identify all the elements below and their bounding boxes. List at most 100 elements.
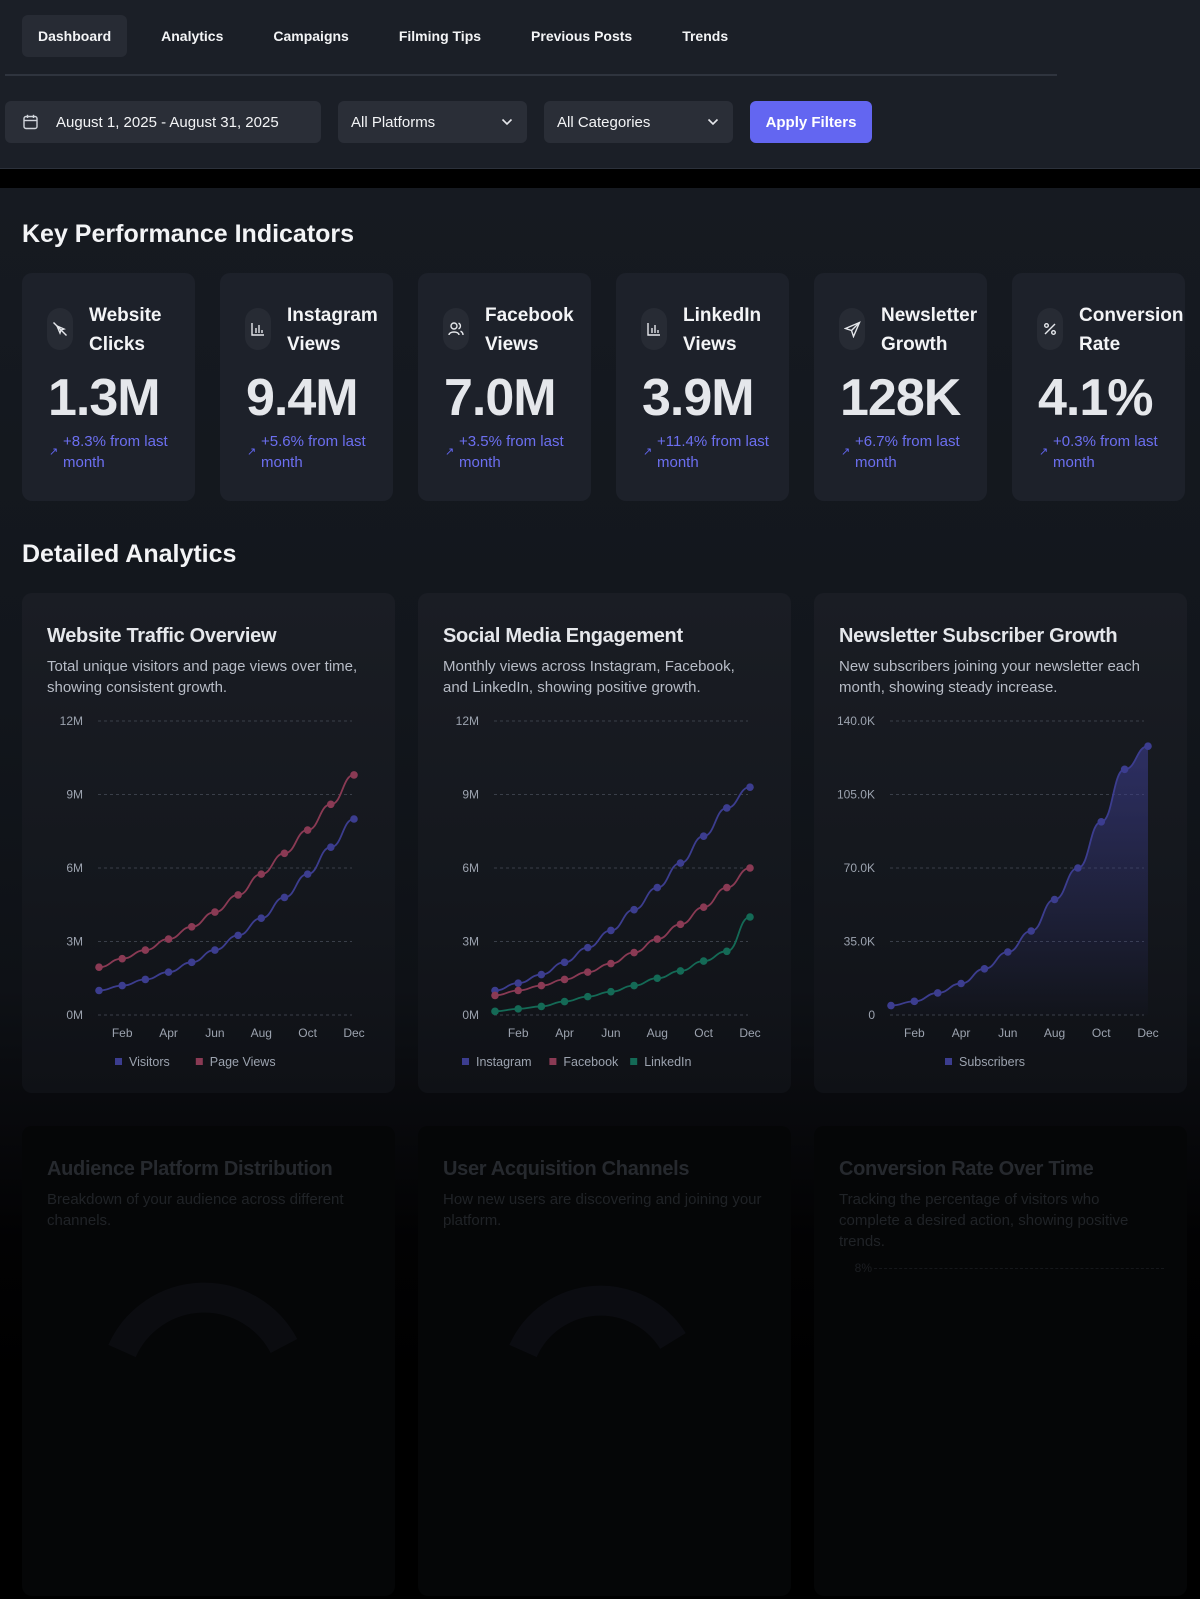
donut-chart-partial xyxy=(108,1282,298,1358)
data-point xyxy=(653,883,662,892)
tab-previous-posts[interactable]: Previous Posts xyxy=(531,28,633,44)
x-tick-label: Aug xyxy=(251,1026,272,1040)
data-point xyxy=(723,804,731,812)
platform-select[interactable]: All Platforms xyxy=(338,101,527,143)
data-point xyxy=(280,893,289,902)
data-point xyxy=(118,981,126,990)
kpi-card-newsletter-growth: Newsletter Growth 128K ↗ +6.7% from last… xyxy=(814,273,987,501)
tab-filming-tips[interactable]: Filming Tips xyxy=(398,28,482,44)
x-tick-label: Jun xyxy=(205,1026,224,1040)
tabs-divider xyxy=(5,74,1057,76)
data-point xyxy=(1004,948,1012,956)
y-tick-label: 0 xyxy=(868,1008,875,1022)
legend-label: Visitors xyxy=(129,1055,170,1069)
data-point xyxy=(1050,895,1059,904)
y-tick-label: 9M xyxy=(462,788,479,802)
x-tick-label: Apr xyxy=(159,1026,178,1040)
tab-trends[interactable]: Trends xyxy=(682,28,729,44)
data-point xyxy=(676,920,685,929)
date-range-picker[interactable]: August 1, 2025 - August 31, 2025 xyxy=(5,101,321,143)
chart-description: New subscribers joining your newsletter … xyxy=(839,658,1140,696)
chart-title: Newsletter Subscriber Growth xyxy=(839,625,1118,647)
chart-description: Tracking the percentage of visitors who … xyxy=(839,1191,1129,1250)
mouse-pointer-icon xyxy=(47,308,73,350)
x-tick-label: Oct xyxy=(694,1026,713,1040)
legend-swatch xyxy=(462,1058,469,1065)
data-point xyxy=(234,891,242,899)
data-point xyxy=(280,849,289,858)
chevron-down-icon xyxy=(707,118,719,126)
newsletter-growth-card: Newsletter Subscriber Growth New subscri… xyxy=(814,593,1187,1093)
kpi-value: 3.9M xyxy=(642,369,755,427)
trend-up-icon: ↗ xyxy=(445,446,455,458)
y-tick-label: 6M xyxy=(66,861,83,875)
data-point xyxy=(583,992,592,1001)
data-point xyxy=(607,959,615,968)
tab-campaigns[interactable]: Campaigns xyxy=(273,28,349,44)
category-select[interactable]: All Categories xyxy=(544,101,733,143)
audience-distribution-card: Audience Platform Distribution Breakdown… xyxy=(22,1126,395,1596)
data-point xyxy=(1097,818,1106,826)
analytics-section-title: Detailed Analytics xyxy=(22,540,237,568)
kpi-change: +8.3% from last month xyxy=(63,433,168,471)
x-tick-label: Feb xyxy=(508,1026,529,1040)
category-select-value: All Categories xyxy=(557,113,651,131)
y-tick-label: 140.0K xyxy=(837,714,875,728)
data-point xyxy=(746,864,754,872)
data-point xyxy=(653,935,662,943)
data-point xyxy=(583,968,592,976)
trend-up-icon: ↗ xyxy=(1039,446,1049,458)
data-point xyxy=(491,1007,499,1016)
data-point xyxy=(630,905,638,914)
data-point xyxy=(514,986,522,995)
header-separator xyxy=(0,169,1200,188)
data-point xyxy=(583,943,592,952)
kpi-label: Conversion Rate xyxy=(1079,305,1184,355)
data-point xyxy=(95,986,103,995)
kpi-change: +6.7% from last month xyxy=(855,433,960,471)
data-point xyxy=(187,958,196,967)
kpi-label: Newsletter Growth xyxy=(881,305,978,355)
data-point xyxy=(723,947,731,956)
website-traffic-chart: 0M 3M 6M 9M 12M Feb Apr Jun Aug Oct Dec Visitors Pag… xyxy=(60,714,365,1069)
kpi-label: Facebook Views xyxy=(485,305,574,355)
data-point xyxy=(350,771,358,779)
top-bar: Dashboard Analytics Campaigns Filming Ti… xyxy=(0,0,1200,169)
platform-select-value: All Platforms xyxy=(351,113,436,131)
legend-swatch xyxy=(945,1058,952,1065)
x-tick-label: Dec xyxy=(343,1026,364,1040)
data-point xyxy=(211,946,219,954)
y-tick-label: 9M xyxy=(66,788,83,802)
y-tick-label: 8% xyxy=(854,1261,872,1275)
data-point xyxy=(491,991,499,1000)
kpi-value: 4.1% xyxy=(1038,369,1154,427)
data-point xyxy=(234,931,242,940)
bar-chart-icon xyxy=(641,308,667,350)
apply-filters-button[interactable]: Apply Filters xyxy=(750,101,872,143)
bar-chart-icon xyxy=(245,308,271,350)
tab-dashboard[interactable]: Dashboard xyxy=(22,15,128,57)
chart-title: User Acquisition Channels xyxy=(443,1158,690,1180)
chart-title: Audience Platform Distribution xyxy=(47,1158,333,1180)
data-point xyxy=(1027,927,1035,935)
x-tick-label: Feb xyxy=(904,1026,925,1040)
x-tick-label: Oct xyxy=(298,1026,317,1040)
data-point xyxy=(164,935,173,943)
conversion-rate-card: Conversion Rate Over Time Tracking the p… xyxy=(814,1126,1187,1596)
kpi-change: +3.5% from last month xyxy=(459,433,564,471)
data-point xyxy=(141,946,150,954)
tab-analytics[interactable]: Analytics xyxy=(161,28,224,44)
y-tick-label: 12M xyxy=(60,714,83,728)
data-point xyxy=(933,989,942,997)
gridline xyxy=(874,1268,1164,1269)
kpi-value: 128K xyxy=(840,369,961,427)
data-point xyxy=(723,883,731,892)
x-tick-label: Aug xyxy=(647,1026,668,1040)
legend-label: Page Views xyxy=(210,1055,276,1069)
data-point xyxy=(537,981,546,990)
data-point xyxy=(630,948,638,957)
chart-title: Conversion Rate Over Time xyxy=(839,1158,1094,1180)
y-tick-label: 0M xyxy=(462,1008,479,1022)
chart-title: Social Media Engagement xyxy=(443,625,683,647)
series-line xyxy=(98,774,355,969)
